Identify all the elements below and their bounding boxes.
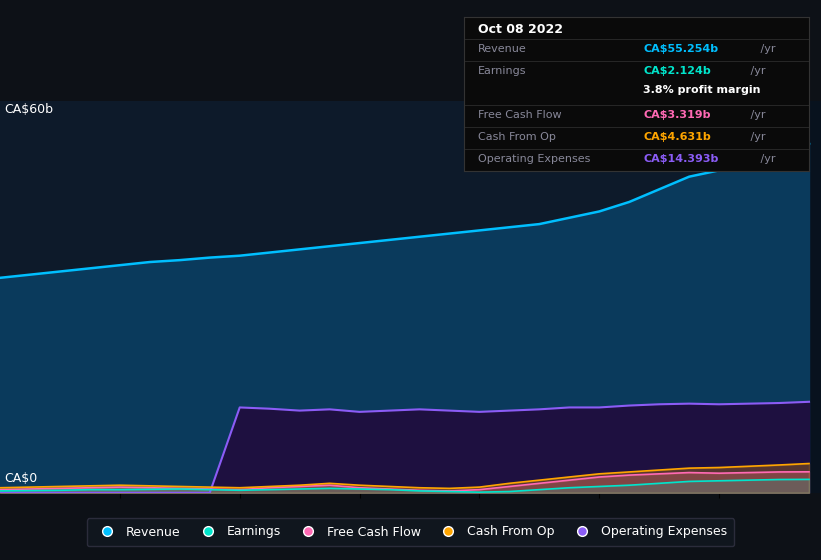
Legend: Revenue, Earnings, Free Cash Flow, Cash From Op, Operating Expenses: Revenue, Earnings, Free Cash Flow, Cash …: [87, 518, 734, 546]
Text: CA$55.254b: CA$55.254b: [643, 44, 718, 54]
Text: CA$2.124b: CA$2.124b: [643, 66, 711, 76]
Text: /yr: /yr: [757, 155, 776, 164]
Text: /yr: /yr: [746, 110, 765, 120]
Text: /yr: /yr: [746, 132, 765, 142]
Text: Oct 08 2022: Oct 08 2022: [478, 23, 562, 36]
Text: /yr: /yr: [746, 66, 765, 76]
Text: CA$3.319b: CA$3.319b: [643, 110, 711, 120]
Text: Earnings: Earnings: [478, 66, 526, 76]
Text: CA$4.631b: CA$4.631b: [643, 132, 711, 142]
Bar: [719, 101, 821, 493]
Text: CA$60b: CA$60b: [4, 103, 53, 116]
Text: CA$0: CA$0: [4, 472, 37, 485]
Text: /yr: /yr: [757, 44, 776, 54]
Text: Revenue: Revenue: [478, 44, 526, 54]
Text: Cash From Op: Cash From Op: [478, 132, 556, 142]
Text: Operating Expenses: Operating Expenses: [478, 155, 590, 164]
Text: Free Cash Flow: Free Cash Flow: [478, 110, 562, 120]
Text: CA$14.393b: CA$14.393b: [643, 155, 718, 164]
Text: 3.8% profit margin: 3.8% profit margin: [643, 85, 761, 95]
